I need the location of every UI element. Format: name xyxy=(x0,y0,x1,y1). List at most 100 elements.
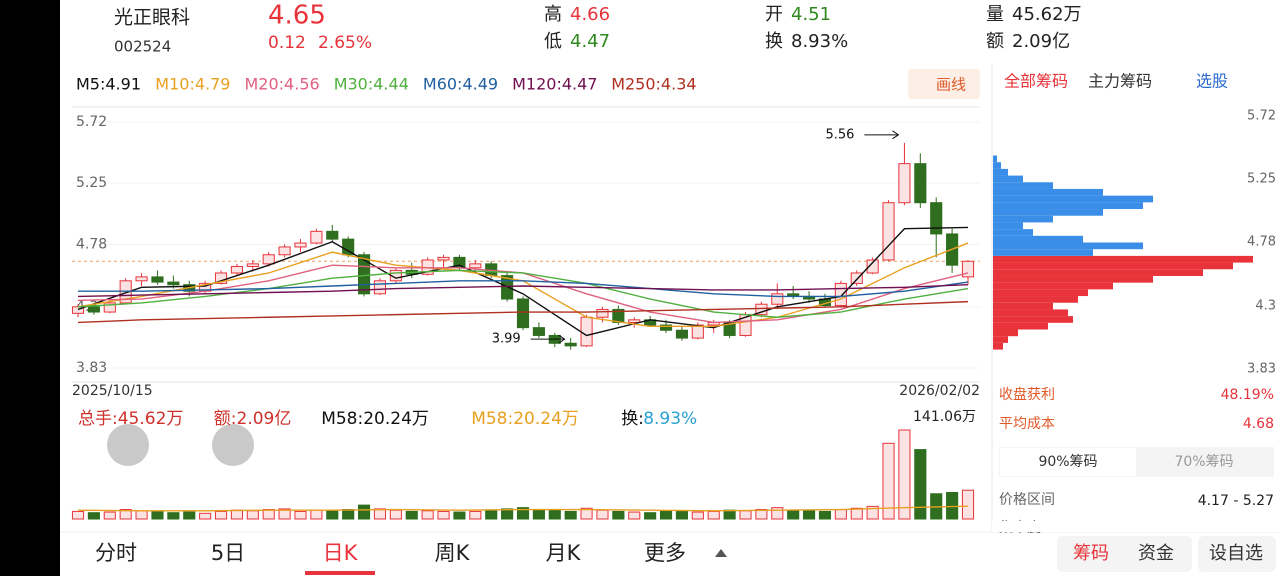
volume-bar xyxy=(310,509,323,520)
volume-legend: 额:2.09亿 xyxy=(214,409,292,429)
ma-legend: M120:4.47 xyxy=(512,75,597,94)
change: 0.12 xyxy=(268,33,306,53)
volume-bar xyxy=(119,509,132,520)
chip-bar xyxy=(993,195,1153,203)
candle-body xyxy=(230,265,243,274)
volume-bar xyxy=(421,510,434,520)
volume-bar xyxy=(691,511,704,520)
chip-tab[interactable]: 主力筹码 xyxy=(1088,72,1152,91)
bottom-tab[interactable]: 5日 xyxy=(211,541,245,565)
ma-legend: M60:4.49 xyxy=(423,75,498,94)
chip-bar xyxy=(993,322,1048,330)
volume-bar xyxy=(946,492,959,520)
left-bar xyxy=(0,0,60,576)
chip-tick: 3.83 xyxy=(1247,362,1276,377)
change-pct: 2.65% xyxy=(318,33,372,53)
y-tick-label: 5.72 xyxy=(76,114,107,130)
volume-bar xyxy=(914,449,927,520)
chip-toggle[interactable]: 90%筹码 xyxy=(1038,453,1097,470)
bottom-tab[interactable]: 更多 xyxy=(644,541,686,565)
arrow-head xyxy=(558,334,566,344)
chip-bar xyxy=(993,155,997,163)
bottom-button[interactable]: 筹码 xyxy=(1073,543,1109,564)
next-button[interactable] xyxy=(212,424,254,466)
candle-body xyxy=(246,263,259,267)
bottom-tab[interactable]: 日K xyxy=(323,541,359,565)
candle-body xyxy=(103,302,116,313)
chip-row-label: 平均成本 xyxy=(999,416,1055,432)
chip-tick: 4.78 xyxy=(1247,234,1276,249)
bottom-tab[interactable]: 周K xyxy=(435,541,471,565)
candle-body xyxy=(628,319,641,323)
y-tick-label: 5.25 xyxy=(76,175,107,191)
chip-row-value: 48.19% xyxy=(1221,387,1274,403)
chip-bar xyxy=(993,316,1073,323)
range-label: 价格区间 xyxy=(999,492,1055,508)
volume-max: 141.06万 xyxy=(913,409,976,425)
stock-code: 002524 xyxy=(114,38,171,56)
volume-bar xyxy=(548,509,561,520)
ma-line xyxy=(77,283,969,298)
ma-line xyxy=(77,300,969,324)
volume-bar xyxy=(71,510,85,520)
stat-label: 量 xyxy=(986,4,1004,25)
ma-legend: M30:4.44 xyxy=(334,75,409,94)
bottom-tab[interactable]: 分时 xyxy=(95,541,137,565)
date-label: 2025/10/15 xyxy=(72,383,153,399)
chip-bar xyxy=(993,329,1018,337)
stat-label: 开 xyxy=(765,4,783,25)
chip-bar xyxy=(993,175,1023,183)
bottom-button[interactable]: 资金 xyxy=(1138,543,1174,564)
chip-bar xyxy=(993,242,1143,250)
candle-body xyxy=(135,276,148,282)
price: 4.65 xyxy=(268,1,326,31)
range-value: 4.17 - 5.27 xyxy=(1198,493,1274,509)
chip-bar xyxy=(993,222,1023,230)
stat-label: 额 xyxy=(986,31,1004,52)
draw-button[interactable] xyxy=(908,69,980,99)
volume-bar xyxy=(628,511,641,520)
volume-bar xyxy=(342,509,355,520)
candle-body xyxy=(771,293,784,305)
volume-bar xyxy=(675,510,688,520)
chip-tab[interactable]: 选股 xyxy=(1196,72,1228,91)
volume-bar xyxy=(167,512,180,520)
chip-bar xyxy=(993,255,1253,263)
candle-body xyxy=(516,298,530,329)
candle-body xyxy=(914,163,927,204)
btn-bg xyxy=(1198,536,1276,572)
volume-bar xyxy=(405,510,418,520)
bottom-tab[interactable]: 月K xyxy=(546,541,582,565)
ma-line xyxy=(78,280,969,298)
volume-bar xyxy=(564,510,577,520)
volume-ma xyxy=(77,505,969,512)
stat-value: 4.66 xyxy=(570,4,610,25)
chip-bar xyxy=(993,269,1203,276)
volume-bar xyxy=(437,510,450,520)
volume-bar xyxy=(787,509,800,520)
bottom-button[interactable]: 设自选 xyxy=(1209,543,1263,564)
chip-tab[interactable]: 全部筹码 xyxy=(1004,72,1068,91)
prev-button[interactable] xyxy=(107,424,149,466)
candle-body xyxy=(961,260,975,278)
volume-legend: 8.93% xyxy=(643,409,697,429)
volume-bar xyxy=(516,507,530,520)
volume-bar xyxy=(771,507,784,520)
chip-row-label: 收盘获利 xyxy=(999,386,1055,403)
candle-body xyxy=(882,202,895,261)
volume-bar xyxy=(818,510,832,520)
chip-bar xyxy=(993,182,1053,189)
candle-body xyxy=(532,327,545,336)
chip-bar xyxy=(993,282,1113,290)
stat-value: 8.93% xyxy=(791,31,848,52)
chip-bar xyxy=(993,336,1008,343)
volume-bar xyxy=(103,511,116,520)
chip-bar xyxy=(993,168,1008,176)
volume-bar xyxy=(199,512,212,520)
stat-value: 4.51 xyxy=(791,4,831,25)
draw-button-label[interactable]: 画线 xyxy=(936,76,966,94)
ma-legend: M250:4.34 xyxy=(611,75,696,94)
arrow-head xyxy=(892,130,900,140)
chip-toggle[interactable]: 70%筹码 xyxy=(1174,453,1233,470)
chip-bar xyxy=(993,209,1103,216)
